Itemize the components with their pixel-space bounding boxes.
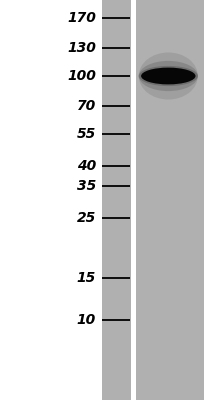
Text: 130: 130 <box>67 41 96 55</box>
Text: 10: 10 <box>77 313 96 327</box>
Text: 35: 35 <box>77 179 96 193</box>
Bar <box>136 0 204 400</box>
Ellipse shape <box>139 66 198 86</box>
Text: 170: 170 <box>67 11 96 25</box>
Bar <box>131 0 136 400</box>
Ellipse shape <box>141 68 195 84</box>
Text: 100: 100 <box>67 69 96 83</box>
Ellipse shape <box>139 52 198 100</box>
Text: 25: 25 <box>77 211 96 225</box>
Ellipse shape <box>139 61 198 91</box>
Text: 70: 70 <box>77 99 96 113</box>
Text: 55: 55 <box>77 127 96 141</box>
Text: 40: 40 <box>77 159 96 173</box>
Bar <box>102 0 131 400</box>
Text: 15: 15 <box>77 271 96 285</box>
